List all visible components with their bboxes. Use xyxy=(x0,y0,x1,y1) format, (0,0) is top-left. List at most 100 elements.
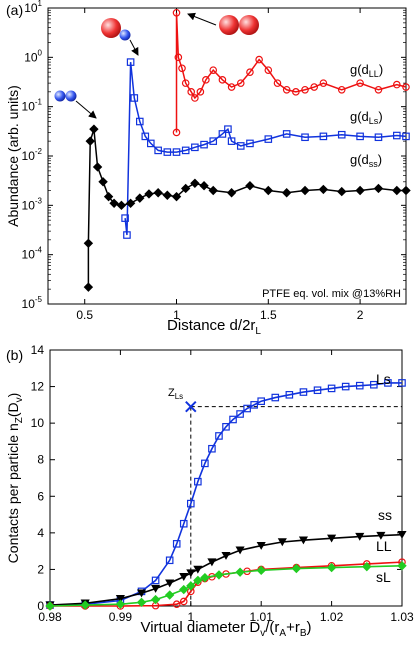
icon-small-small-pair-icon xyxy=(54,90,77,102)
b-point-0 xyxy=(384,379,392,387)
b-point-3 xyxy=(256,565,266,576)
b-point-0 xyxy=(355,381,364,390)
a-point-2 xyxy=(208,185,218,196)
a-point-0 xyxy=(187,88,196,96)
b-point-3 xyxy=(397,561,407,571)
a-point-1 xyxy=(135,117,144,126)
b-series-line-0 xyxy=(49,382,402,606)
b-label-sl: sL xyxy=(376,569,391,585)
b-point-1 xyxy=(277,538,287,547)
a-point-0 xyxy=(319,79,328,87)
a-point-0 xyxy=(178,64,186,73)
a-point-2 xyxy=(98,177,108,187)
b-point-0 xyxy=(370,380,378,389)
b-y-tick-label: 8 xyxy=(37,453,44,467)
b-y-label-main: Contacts per particle n xyxy=(5,423,21,563)
a-point-1 xyxy=(264,135,273,143)
a-point-1 xyxy=(147,139,155,148)
a-point-2 xyxy=(162,190,173,200)
b-label-ll: LL xyxy=(376,538,392,554)
b-point-1 xyxy=(235,546,245,555)
a-point-0 xyxy=(255,55,263,64)
b-point-1 xyxy=(256,541,266,550)
a-point-2 xyxy=(180,183,191,194)
b-point-3 xyxy=(214,570,224,580)
a-point-0 xyxy=(264,66,273,74)
b-point-3 xyxy=(164,590,175,600)
a-point-0 xyxy=(356,79,364,87)
a-point-2 xyxy=(281,188,292,198)
panel-b: (b) 0 2 4 6 8 10 12 14 0.98 0.99 1 1.01 1.02 1.03 Vi… xyxy=(5,343,414,639)
b-point-0 xyxy=(215,432,223,440)
b-point-1 xyxy=(136,589,147,598)
a-point-2 xyxy=(199,180,209,191)
a-x-tick-label: 1.5 xyxy=(260,308,277,322)
a-point-2 xyxy=(109,198,119,208)
a-point-0 xyxy=(273,79,282,87)
icon-large-large-pair-icon xyxy=(219,15,259,35)
a-point-1 xyxy=(393,131,401,140)
a-point-0 xyxy=(374,85,383,94)
b-point-0 xyxy=(285,391,294,399)
a-annotation: PTFE eq. vol. mix @13%RH xyxy=(262,288,401,300)
b-point-0 xyxy=(271,393,280,402)
a-y-tick-label: 10-3 xyxy=(22,196,43,212)
a-point-0 xyxy=(181,79,190,87)
a-label-gdll: g(dLL) xyxy=(350,62,383,79)
a-y-tick-label: 10-4 xyxy=(22,246,43,262)
b-y-tick-label: 6 xyxy=(37,489,44,503)
a-y-tick-label: 101 xyxy=(24,0,42,15)
b-point-3 xyxy=(150,594,161,605)
a-label-gdls-sub: Ls xyxy=(369,116,379,126)
b-y-tick-label: 12 xyxy=(31,380,45,394)
a-x-axis-label-sub: L xyxy=(255,326,261,337)
b-point-0 xyxy=(327,384,336,393)
b-x-tick-label: 0.99 xyxy=(109,610,133,624)
a-point-2 xyxy=(92,162,103,172)
b-point-1 xyxy=(397,530,407,539)
b-point-3 xyxy=(179,584,189,595)
a-point-2 xyxy=(125,198,136,208)
a-point-2 xyxy=(171,191,182,202)
a-point-2 xyxy=(103,191,114,202)
b-y-label-sub2: v xyxy=(14,397,25,402)
a-y-ticks: 10-5 10-4 10-3 10-2 10-1 100 101 xyxy=(22,0,406,311)
a-label-gdls-text: g(d xyxy=(350,109,369,124)
b-point-3 xyxy=(80,600,90,610)
a-point-0 xyxy=(292,88,300,96)
a-point-1 xyxy=(141,132,150,141)
b-point-0 xyxy=(313,386,322,395)
b-point-0 xyxy=(151,576,160,585)
a-label-gdll-tail: ) xyxy=(379,62,383,77)
a-point-1 xyxy=(282,130,291,138)
a-series-line-1 xyxy=(124,62,407,236)
b-point-3 xyxy=(45,601,55,611)
b-x-tick-label: 1.01 xyxy=(250,610,274,624)
b-series-line-1 xyxy=(49,533,403,606)
b-point-3 xyxy=(235,567,245,577)
b-y-tick-label: 14 xyxy=(31,343,45,357)
b-point-3 xyxy=(326,562,337,573)
a-y-tick-label: 10-5 xyxy=(22,295,43,311)
b-label-ls: Ls xyxy=(376,371,391,387)
a-point-2 xyxy=(135,193,145,203)
a-point-1 xyxy=(227,137,236,145)
b-z-label-sub: Ls xyxy=(175,392,183,401)
b-point-0 xyxy=(299,388,308,396)
a-point-0 xyxy=(191,94,199,102)
a-point-2 xyxy=(83,282,94,292)
b-point-3 xyxy=(200,572,210,583)
a-point-0 xyxy=(236,79,245,87)
a-y-tick-label: 10-1 xyxy=(22,98,43,114)
a-point-2 xyxy=(89,124,99,134)
a-y-tick-label: 10-2 xyxy=(22,147,43,163)
plot-b-frame xyxy=(49,349,403,607)
a-y-tick-label: 100 xyxy=(24,48,42,64)
b-point-1 xyxy=(355,532,365,541)
b-y-tick-label: 4 xyxy=(37,526,44,540)
b-x-tick-label: 1.02 xyxy=(320,610,344,624)
a-label-gdls: g(dLs) xyxy=(350,109,383,126)
a-x-tick-label: 2 xyxy=(357,308,364,322)
a-label-gdss-text: g(d xyxy=(350,152,369,167)
